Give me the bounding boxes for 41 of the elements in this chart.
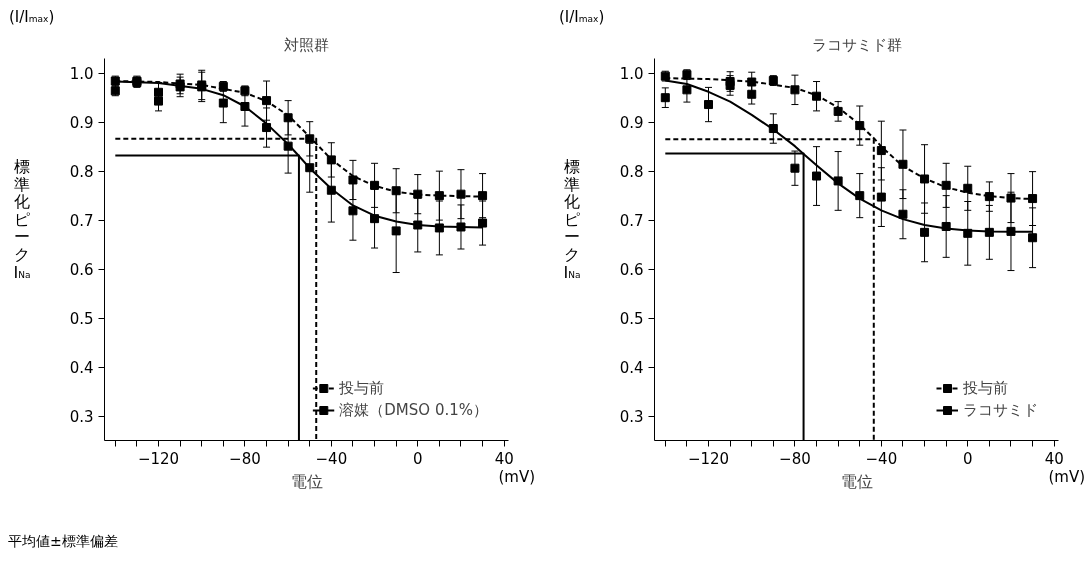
- x-tick-label: 40: [1044, 449, 1064, 468]
- y-tick-label: 0.3: [619, 408, 644, 427]
- y-tick-label: 0.4: [69, 359, 94, 378]
- text: 平均値±標準偏差: [8, 532, 118, 551]
- y-axis-title: 標準化ピーク INa: [563, 157, 581, 282]
- x-tick-label: −120: [687, 449, 730, 468]
- chart-title: ラコサミド群: [811, 35, 902, 54]
- legend-label: 投与前: [339, 378, 385, 398]
- y-tick-label: 1.0: [69, 65, 94, 84]
- y-tick-label: 0.5: [69, 310, 94, 329]
- x-tick-label: 40: [494, 449, 514, 468]
- text: (mV): [498, 468, 535, 486]
- y-tick-label: 1.0: [619, 65, 644, 84]
- x-axis-title: 電位: [840, 471, 873, 491]
- y-tick-label: 0.6: [619, 261, 644, 280]
- legend-label: 投与前: [963, 378, 1008, 398]
- x-tick-label: 0: [412, 449, 423, 468]
- x-tick-label: −80: [229, 449, 261, 468]
- x-tick-label: −120: [137, 449, 180, 468]
- y-tick-label: 0.7: [69, 212, 94, 231]
- y-axis-title: 標準化ピーク INa: [13, 157, 31, 282]
- x-axis-title: 電位: [290, 471, 323, 491]
- y-tick-label: 0.9: [69, 114, 94, 133]
- x-tick-label: −80: [779, 449, 811, 468]
- x-tick-label: −40: [865, 449, 898, 468]
- y-tick-label: 0.3: [69, 408, 94, 427]
- y-tick-label: 0.5: [619, 310, 644, 329]
- text: (I/Imax): [8, 7, 55, 28]
- text: (mV): [1048, 468, 1085, 486]
- x-tick-label: −40: [315, 449, 348, 468]
- y-tick-label: 0.4: [619, 359, 644, 378]
- chart-title: 対照群: [284, 35, 329, 54]
- legend-label: ラコサミド: [963, 400, 1038, 420]
- y-tick-label: 0.9: [619, 114, 644, 133]
- y-tick-label: 0.8: [69, 163, 94, 182]
- y-tick-label: 0.8: [619, 163, 644, 182]
- y-tick-label: 0.6: [69, 261, 94, 280]
- text: (I/Imax): [558, 7, 605, 28]
- legend-label: 溶媒（DMSO 0.1%）: [339, 400, 488, 420]
- y-tick-label: 0.7: [619, 212, 644, 231]
- x-tick-label: 0: [962, 449, 973, 468]
